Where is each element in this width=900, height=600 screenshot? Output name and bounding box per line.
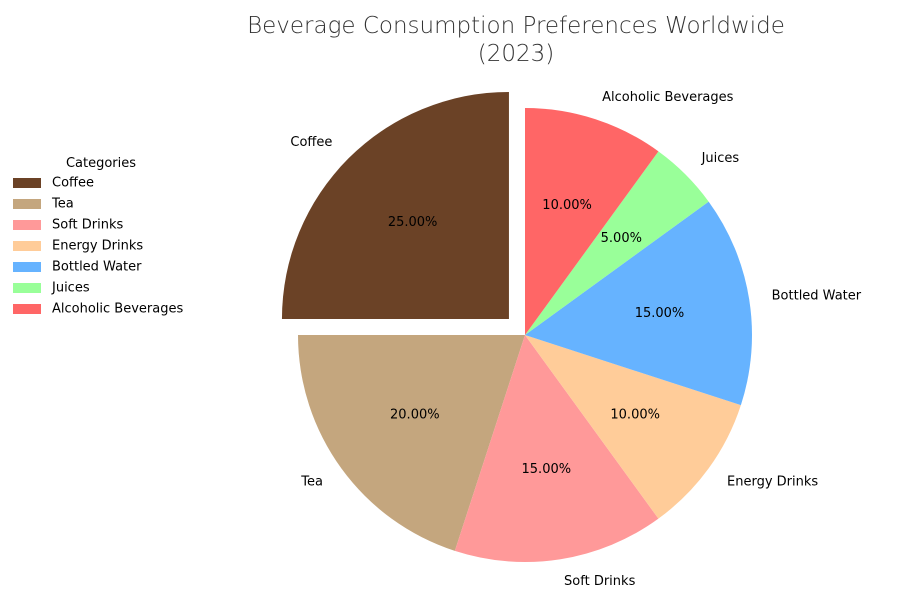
slice-label-alcoholic-beverages: Alcoholic Beverages: [602, 90, 733, 105]
percentage-label-energy-drinks: 10.00%: [610, 408, 660, 423]
legend-label-juices: Juices: [51, 281, 90, 296]
pie-slice-tea: [298, 335, 525, 551]
legend-label-tea: Tea: [51, 197, 74, 212]
legend-swatch-juices: [13, 283, 41, 293]
pie-slice-juices: [525, 151, 709, 335]
slice-label-tea: Tea: [300, 474, 323, 489]
legend-label-energy-drinks: Energy Drinks: [52, 239, 143, 254]
slice-label-soft-drinks: Soft Drinks: [564, 574, 636, 589]
chart-title-line-1: Beverage Consumption Preferences Worldwi…: [247, 13, 785, 39]
legend-swatch-tea: [13, 199, 41, 209]
percentage-label-alcoholic-beverages: 10.00%: [542, 198, 592, 213]
pie-slice-energy-drinks: [525, 335, 741, 519]
slice-label-bottled-water: Bottled Water: [772, 288, 862, 303]
legend-title: Categories: [66, 156, 136, 171]
legend-swatch-soft-drinks: [13, 220, 41, 230]
chart-title-line-2: (2023): [478, 41, 554, 67]
legend-label-soft-drinks: Soft Drinks: [52, 218, 124, 233]
legend-swatch-alcoholic-beverages: [13, 304, 41, 314]
percentage-label-soft-drinks: 15.00%: [522, 462, 572, 477]
legend-label-alcoholic-beverages: Alcoholic Beverages: [52, 302, 183, 317]
pie-labels: Coffee 25.00% Tea 20.00% Soft Drinks 15.00% En…: [290, 90, 861, 589]
percentage-label-juices: 5.00%: [601, 231, 642, 246]
legend-label-coffee: Coffee: [52, 176, 94, 191]
legend-label-bottled-water: Bottled Water: [52, 260, 142, 275]
percentage-label-bottled-water: 15.00%: [635, 306, 685, 321]
pie-slice-coffee: [281, 91, 509, 319]
legend: Categories Coffee Tea Soft Drinks Energy Dr…: [13, 156, 183, 317]
percentage-label-coffee: 25.00%: [388, 215, 438, 230]
legend-swatch-bottled-water: [13, 262, 41, 272]
pie-slice-soft-drinks: [454, 335, 659, 562]
slice-label-juices: Juices: [701, 151, 740, 166]
slice-label-coffee: Coffee: [290, 135, 332, 150]
pie-slice-alcoholic-beverages: [525, 108, 659, 335]
percentage-label-tea: 20.00%: [390, 408, 440, 423]
slice-label-energy-drinks: Energy Drinks: [727, 474, 818, 489]
legend-swatch-coffee: [13, 178, 41, 188]
legend-swatch-energy-drinks: [13, 241, 41, 251]
pie-slice-bottled-water: [525, 201, 752, 406]
pie-slices: [281, 91, 752, 562]
